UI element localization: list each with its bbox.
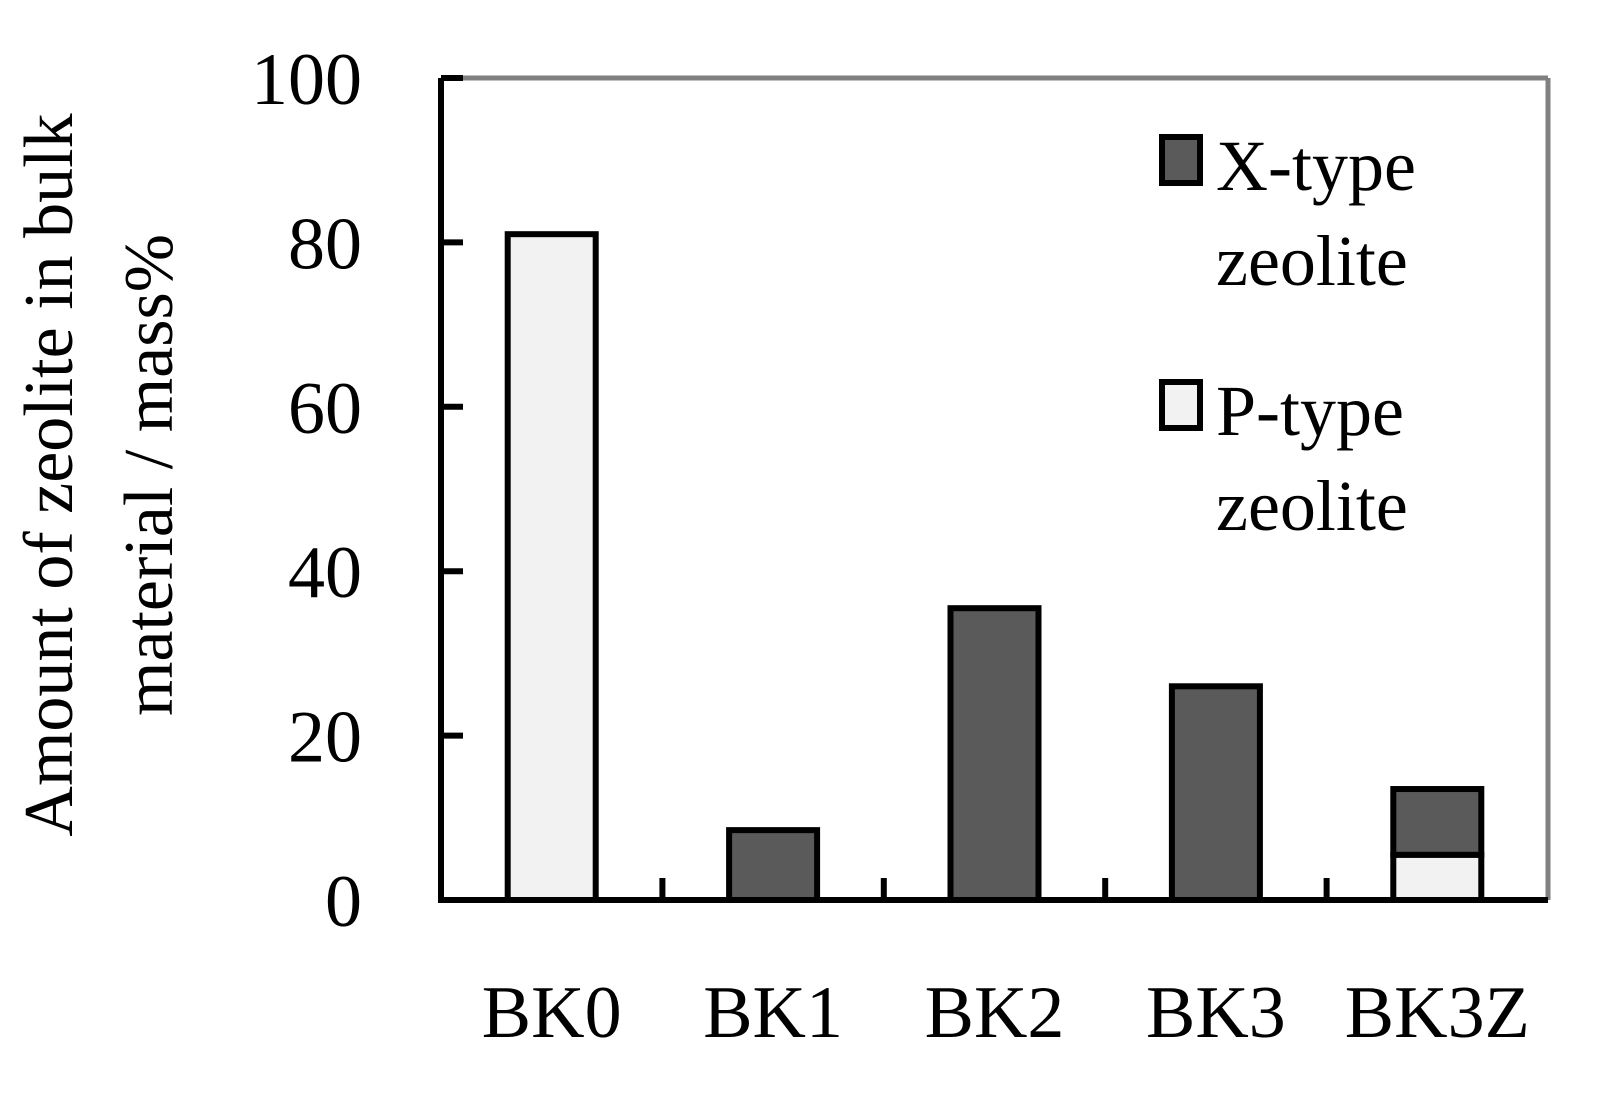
x-category-labels: BK0 BK1 BK2 BK3 BK3Z: [482, 972, 1530, 1054]
x-category-label: BK0: [482, 972, 622, 1054]
bar-x-bk3: [1168, 683, 1263, 904]
y-tick-label: 100: [251, 39, 362, 121]
bar-x-bk1: [726, 827, 821, 904]
y-tick-label: 40: [288, 532, 362, 614]
axes: [438, 75, 1548, 903]
legend-label-p: P-type: [1216, 371, 1404, 451]
bar-p-bk0: [504, 231, 599, 903]
x-category-label: BK1: [703, 972, 843, 1054]
y-axis-title: Amount of zeolite in bulk material / mass…: [11, 113, 188, 836]
plot-frame: [441, 75, 1551, 900]
bar-p-bk3z: [1390, 851, 1485, 903]
bar-x-bk2: [947, 605, 1042, 903]
y-axis-title-line: Amount of zeolite in bulk: [11, 113, 88, 836]
y-tick-labels: 0 20 40 60 80 100: [251, 39, 362, 943]
legend-label-p: zeolite: [1216, 466, 1408, 546]
x-category-label: BK3: [1146, 972, 1286, 1054]
x-category-label: BK2: [925, 972, 1065, 1054]
bar-x-bk3z: [1390, 786, 1485, 858]
legend-label-x: zeolite: [1216, 221, 1408, 301]
y-axis-title-line: material / mass%: [111, 234, 188, 716]
bars: [504, 231, 1485, 904]
y-tick-label: 60: [288, 368, 362, 450]
legend: X-type zeolite P-type zeolite: [1159, 126, 1416, 546]
legend-swatch-x: [1159, 134, 1203, 186]
legend-label-x: X-type: [1216, 126, 1416, 206]
y-tick-label: 20: [288, 697, 362, 779]
x-category-label: BK3Z: [1345, 972, 1530, 1054]
legend-swatch-p: [1159, 379, 1203, 431]
y-tick-label: 0: [325, 861, 362, 943]
y-tick-label: 80: [288, 203, 362, 285]
